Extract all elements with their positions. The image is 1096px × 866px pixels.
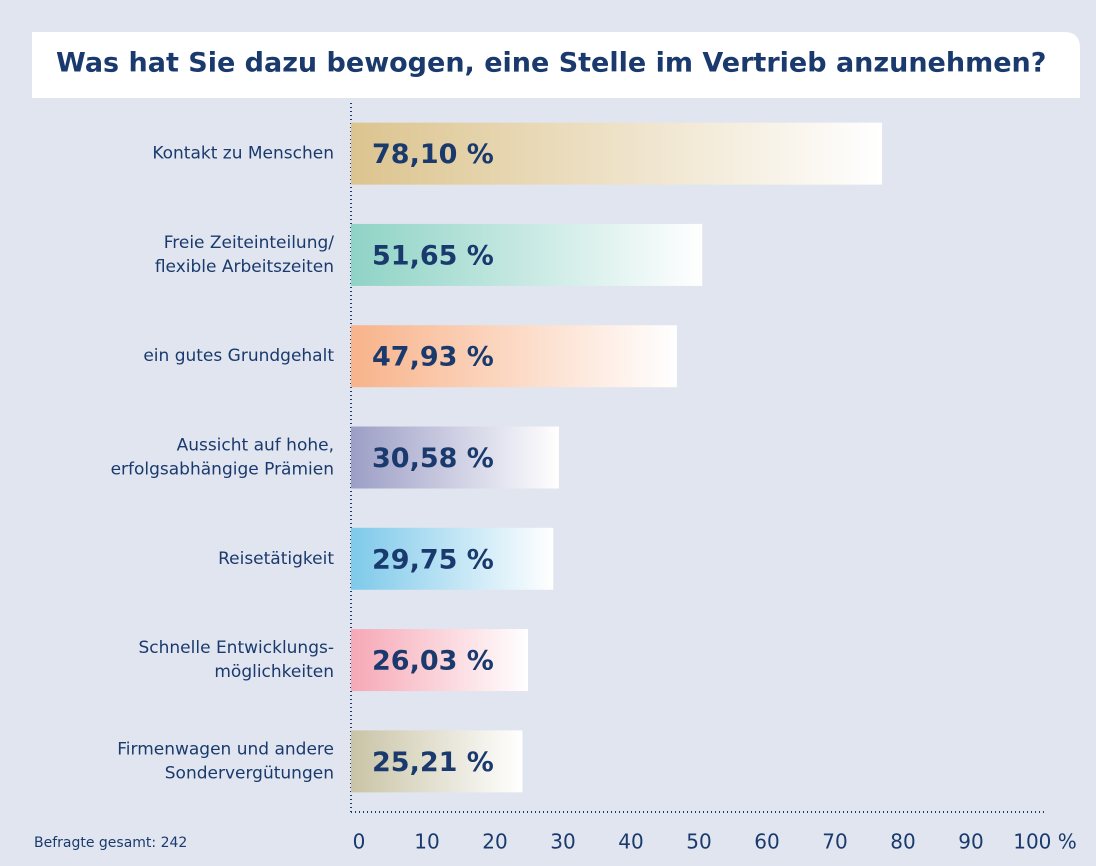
- category-label: möglichkeiten: [214, 662, 334, 682]
- data-label: 30,58 %: [372, 443, 494, 474]
- x-tick-label: 50: [686, 830, 711, 854]
- title-box: [32, 32, 1080, 98]
- x-tick-label: 10: [414, 830, 439, 854]
- data-label: 47,93 %: [372, 342, 494, 373]
- category-label: Kontakt zu Menschen: [152, 144, 334, 164]
- x-tick-label: 40: [618, 830, 643, 854]
- bar: [351, 122, 883, 185]
- x-tick-label: 80: [890, 830, 915, 854]
- x-tick-label: 70: [822, 830, 847, 854]
- footnote: Befragte gesamt: 242: [34, 835, 187, 851]
- x-tick-label: 0: [353, 830, 366, 854]
- bar: [351, 730, 523, 793]
- category-label: Firmenwagen und andere: [117, 739, 334, 759]
- x-tick-label: 30: [550, 830, 575, 854]
- category-label: Aussicht auf hohe,: [177, 436, 334, 456]
- data-label: 29,75 %: [372, 544, 494, 575]
- category-label: flexible Arbeitszeiten: [155, 257, 334, 277]
- bar: [351, 223, 703, 286]
- category-label: ein gutes Grundgehalt: [143, 346, 334, 366]
- x-tick-label: 100 %: [1013, 830, 1077, 854]
- category-label: Sondervergütungen: [165, 763, 334, 783]
- bar: [351, 527, 554, 590]
- x-tick-label: 20: [482, 830, 507, 854]
- x-tick-label: 60: [754, 830, 779, 854]
- chart-title: Was hat Sie dazu bewogen, eine Stelle im…: [56, 48, 1046, 79]
- bar: [351, 629, 529, 692]
- data-label: 51,65 %: [372, 240, 494, 271]
- x-tick-label: 90: [958, 830, 983, 854]
- data-label: 78,10 %: [372, 139, 494, 170]
- category-label: Reisetätigkeit: [218, 549, 334, 569]
- bar: [351, 325, 677, 388]
- bar: [351, 426, 559, 489]
- category-label: Freie Zeiteinteilung/: [164, 233, 335, 253]
- data-label: 26,03 %: [372, 646, 494, 677]
- data-label: 25,21 %: [372, 747, 494, 778]
- category-label: erfolgsabhängige Prämien: [111, 460, 334, 480]
- category-label: Schnelle Entwicklungs-: [138, 638, 334, 658]
